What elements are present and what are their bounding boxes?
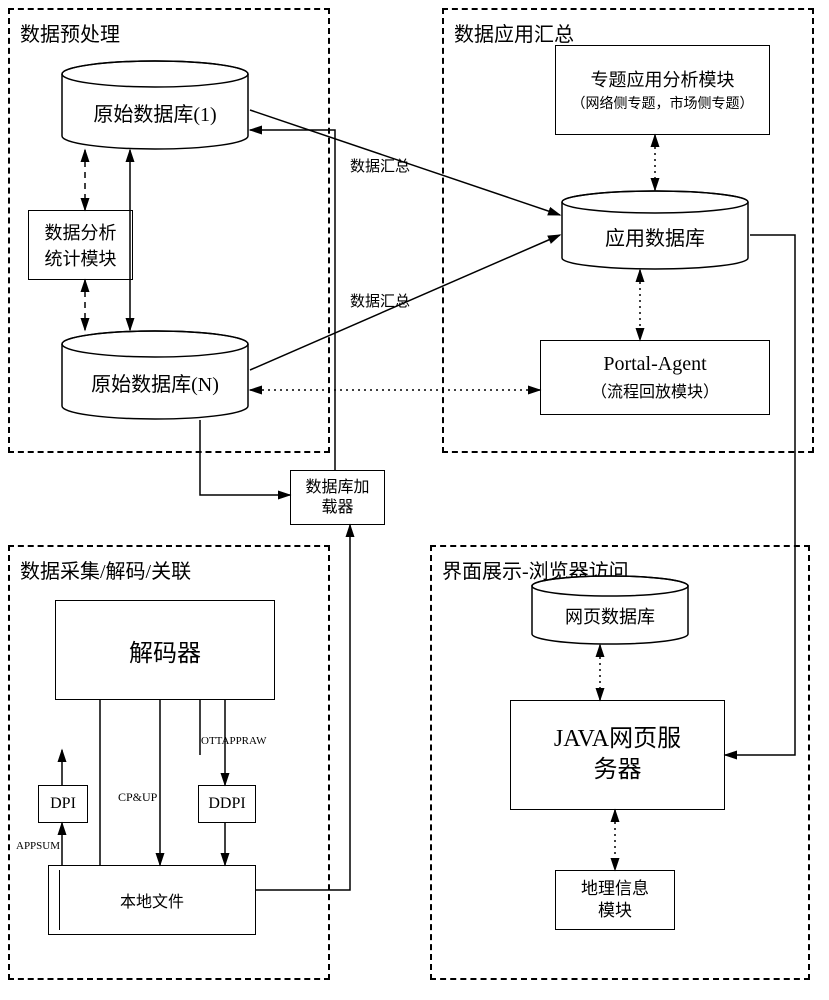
- box-javaweb-line1: JAVA网页服: [554, 724, 681, 755]
- box-stats: 数据分析 统计模块: [28, 210, 133, 280]
- cylinder-app-db-label: 应用数据库: [560, 222, 750, 251]
- edge-label-cpup: CP&UP: [118, 790, 157, 805]
- diagram-canvas: 数据预处理 数据应用汇总 数据采集/解码/关联 界面展示-浏览器访问 原始数据库…: [0, 0, 829, 1000]
- box-dpi-label: DPI: [50, 795, 76, 813]
- box-dpi: DPI: [38, 785, 88, 823]
- box-localfile-label: 本地文件: [120, 888, 184, 912]
- cylinder-web-db-label: 网页数据库: [530, 603, 690, 629]
- box-geo-line2: 模块: [598, 900, 632, 922]
- box-loader: 数据库加 载器: [290, 470, 385, 525]
- region-preprocess-title: 数据预处理: [20, 18, 120, 47]
- edge-label-ottappraw: OTTAPPRAW: [201, 735, 266, 747]
- box-ddpi: DDPI: [198, 785, 256, 823]
- box-stats-line1: 数据分析: [45, 219, 117, 245]
- box-geo-line1: 地理信息: [581, 878, 649, 900]
- cylinder-app-db: 应用数据库: [560, 190, 750, 270]
- region-app-summary-title: 数据应用汇总: [454, 18, 574, 47]
- cylinder-raw-db-1: 原始数据库(1): [60, 60, 250, 150]
- box-localfile: 本地文件: [48, 865, 256, 935]
- box-geo: 地理信息 模块: [555, 870, 675, 930]
- box-portal-title: Portal-Agent: [603, 353, 706, 376]
- box-topic: 专题应用分析模块 （网络侧专题，市场侧专题）: [555, 45, 770, 135]
- box-javaweb: JAVA网页服 务器: [510, 700, 725, 810]
- box-decoder: 解码器: [55, 600, 275, 700]
- box-loader-line1: 数据库加: [305, 478, 369, 497]
- box-loader-line2: 载器: [321, 498, 353, 517]
- edge-label-agg2: 数据汇总: [350, 290, 410, 311]
- cylinder-raw-db-n: 原始数据库(N): [60, 330, 250, 420]
- cylinder-raw-db-1-label: 原始数据库(1): [60, 98, 250, 127]
- edge-label-appsum: APPSUM: [16, 840, 60, 852]
- box-ddpi-label: DDPI: [208, 795, 245, 813]
- box-topic-title: 专题应用分析模块: [591, 66, 735, 92]
- region-collect-title: 数据采集/解码/关联: [20, 555, 191, 584]
- box-portal: Portal-Agent （流程回放模块）: [540, 340, 770, 415]
- box-stats-line2: 统计模块: [45, 245, 117, 271]
- cylinder-web-db: 网页数据库: [530, 575, 690, 645]
- box-topic-sub: （网络侧专题，市场侧专题）: [572, 96, 754, 114]
- localfile-inner-line: [59, 870, 60, 930]
- box-decoder-label: 解码器: [129, 633, 201, 668]
- box-portal-sub: （流程回放模块）: [591, 378, 719, 402]
- box-javaweb-line2: 务器: [594, 755, 642, 786]
- edge-label-agg1: 数据汇总: [350, 155, 410, 176]
- cylinder-raw-db-n-label: 原始数据库(N): [60, 368, 250, 397]
